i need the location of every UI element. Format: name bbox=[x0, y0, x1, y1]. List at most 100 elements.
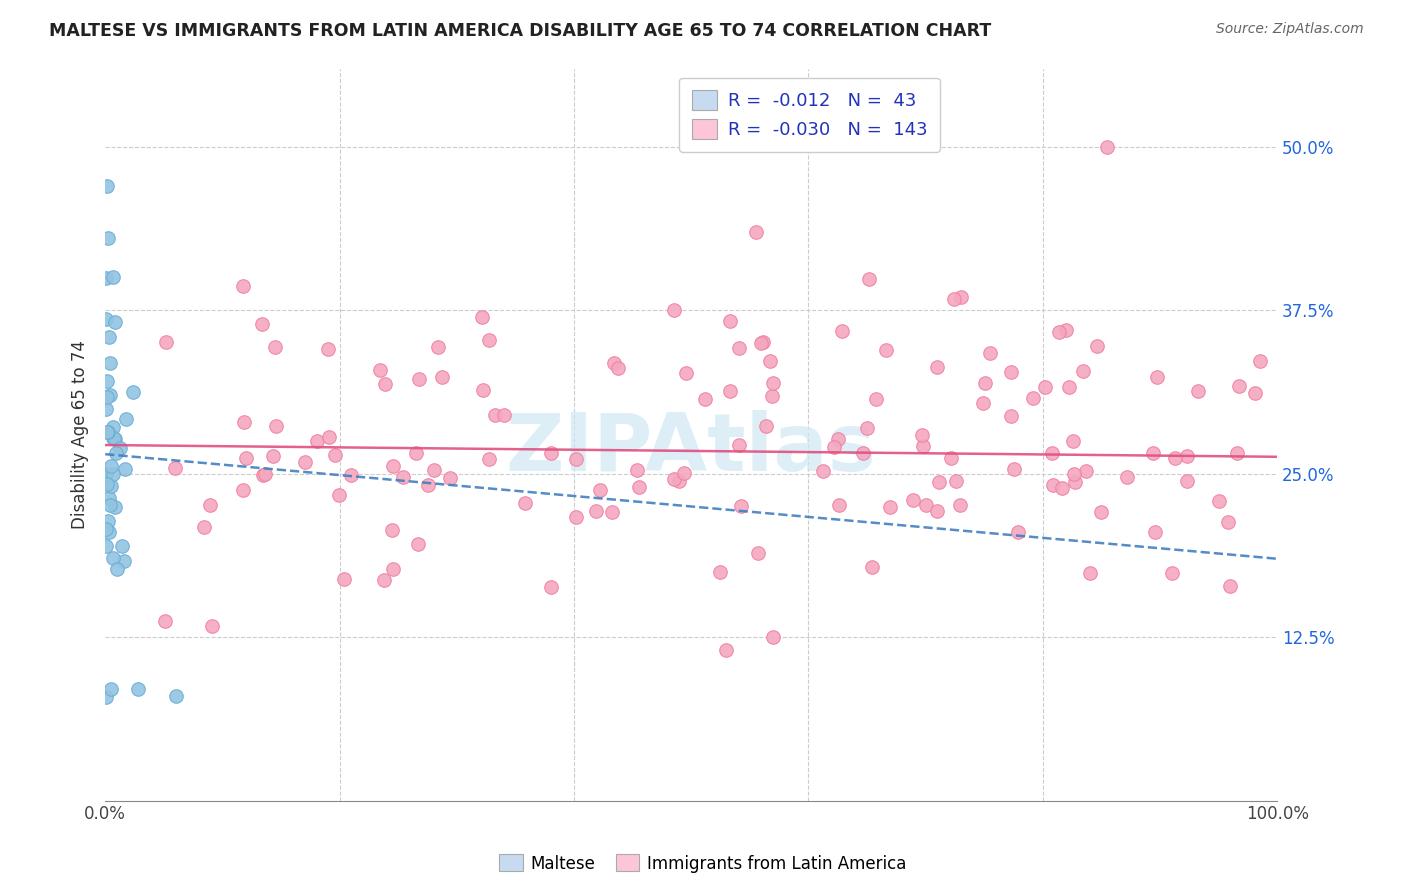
Point bbox=[925, 504, 948, 518]
Point bbox=[974, 376, 997, 390]
Point bbox=[381, 523, 404, 537]
Point bbox=[1054, 323, 1077, 337]
Point bbox=[408, 537, 430, 551]
Point bbox=[263, 340, 285, 354]
Point bbox=[111, 539, 134, 553]
Point bbox=[949, 498, 972, 512]
Point bbox=[103, 431, 125, 445]
Point bbox=[1090, 505, 1112, 519]
Point bbox=[1146, 369, 1168, 384]
Point bbox=[381, 562, 404, 576]
Point bbox=[603, 356, 626, 370]
Point bbox=[484, 408, 506, 422]
Point bbox=[332, 572, 354, 586]
Point bbox=[749, 336, 772, 351]
Point bbox=[254, 467, 277, 482]
Point bbox=[747, 546, 769, 560]
Point bbox=[104, 315, 127, 329]
Point bbox=[1022, 391, 1045, 405]
Point bbox=[165, 460, 187, 475]
Point bbox=[97, 525, 120, 540]
Point bbox=[1057, 380, 1080, 394]
Point bbox=[94, 522, 117, 536]
Point bbox=[232, 415, 254, 429]
Point bbox=[1161, 566, 1184, 580]
Point bbox=[121, 384, 143, 399]
Point bbox=[165, 689, 187, 703]
Point bbox=[718, 314, 741, 328]
Point bbox=[392, 470, 415, 484]
Point bbox=[127, 682, 149, 697]
Point bbox=[939, 451, 962, 466]
Point bbox=[105, 562, 128, 576]
Point bbox=[589, 483, 612, 497]
Point bbox=[103, 431, 125, 445]
Point bbox=[761, 389, 783, 403]
Point bbox=[426, 340, 449, 354]
Text: ZIPAtlas: ZIPAtlas bbox=[506, 410, 876, 488]
Point bbox=[515, 496, 537, 510]
Point bbox=[1000, 365, 1022, 379]
Point bbox=[318, 430, 340, 444]
Point bbox=[758, 354, 780, 368]
Point bbox=[1050, 481, 1073, 495]
Point bbox=[565, 452, 588, 467]
Point bbox=[972, 396, 994, 410]
Point bbox=[925, 359, 948, 374]
Point bbox=[949, 290, 972, 304]
Point bbox=[860, 559, 883, 574]
Point bbox=[827, 432, 849, 446]
Point bbox=[1062, 434, 1084, 449]
Point bbox=[374, 376, 396, 391]
Point bbox=[1226, 446, 1249, 460]
Point bbox=[1164, 450, 1187, 465]
Point bbox=[1175, 449, 1198, 463]
Point bbox=[1002, 461, 1025, 475]
Point bbox=[101, 550, 124, 565]
Point bbox=[104, 500, 127, 514]
Point bbox=[761, 376, 783, 390]
Point bbox=[1115, 470, 1137, 484]
Point bbox=[108, 441, 131, 455]
Point bbox=[627, 480, 650, 494]
Point bbox=[423, 462, 446, 476]
Point bbox=[100, 682, 122, 697]
Point bbox=[942, 292, 965, 306]
Point bbox=[1143, 524, 1166, 539]
Point bbox=[101, 467, 124, 481]
Point bbox=[858, 272, 880, 286]
Point bbox=[1175, 474, 1198, 488]
Point bbox=[1078, 566, 1101, 580]
Point bbox=[96, 179, 118, 194]
Point bbox=[1042, 478, 1064, 492]
Point bbox=[728, 342, 751, 356]
Point bbox=[96, 425, 118, 439]
Point bbox=[100, 458, 122, 473]
Point bbox=[232, 278, 254, 293]
Point bbox=[250, 317, 273, 331]
Point bbox=[565, 510, 588, 524]
Point bbox=[114, 462, 136, 476]
Point bbox=[405, 446, 427, 460]
Text: Source: ZipAtlas.com: Source: ZipAtlas.com bbox=[1216, 22, 1364, 37]
Point bbox=[477, 333, 499, 347]
Point bbox=[155, 614, 177, 628]
Point bbox=[1244, 385, 1267, 400]
Point bbox=[1249, 354, 1271, 368]
Point bbox=[928, 475, 950, 490]
Point bbox=[1229, 379, 1251, 393]
Point bbox=[316, 342, 339, 356]
Point bbox=[97, 425, 120, 440]
Point bbox=[730, 499, 752, 513]
Point bbox=[813, 464, 835, 478]
Point bbox=[752, 335, 775, 350]
Point bbox=[664, 302, 686, 317]
Point bbox=[668, 475, 690, 489]
Point bbox=[662, 472, 685, 486]
Point bbox=[96, 539, 118, 553]
Point bbox=[945, 474, 967, 488]
Point bbox=[1071, 364, 1094, 378]
Point bbox=[828, 498, 851, 512]
Point bbox=[1216, 515, 1239, 529]
Legend: Maltese, Immigrants from Latin America: Maltese, Immigrants from Latin America bbox=[492, 847, 914, 880]
